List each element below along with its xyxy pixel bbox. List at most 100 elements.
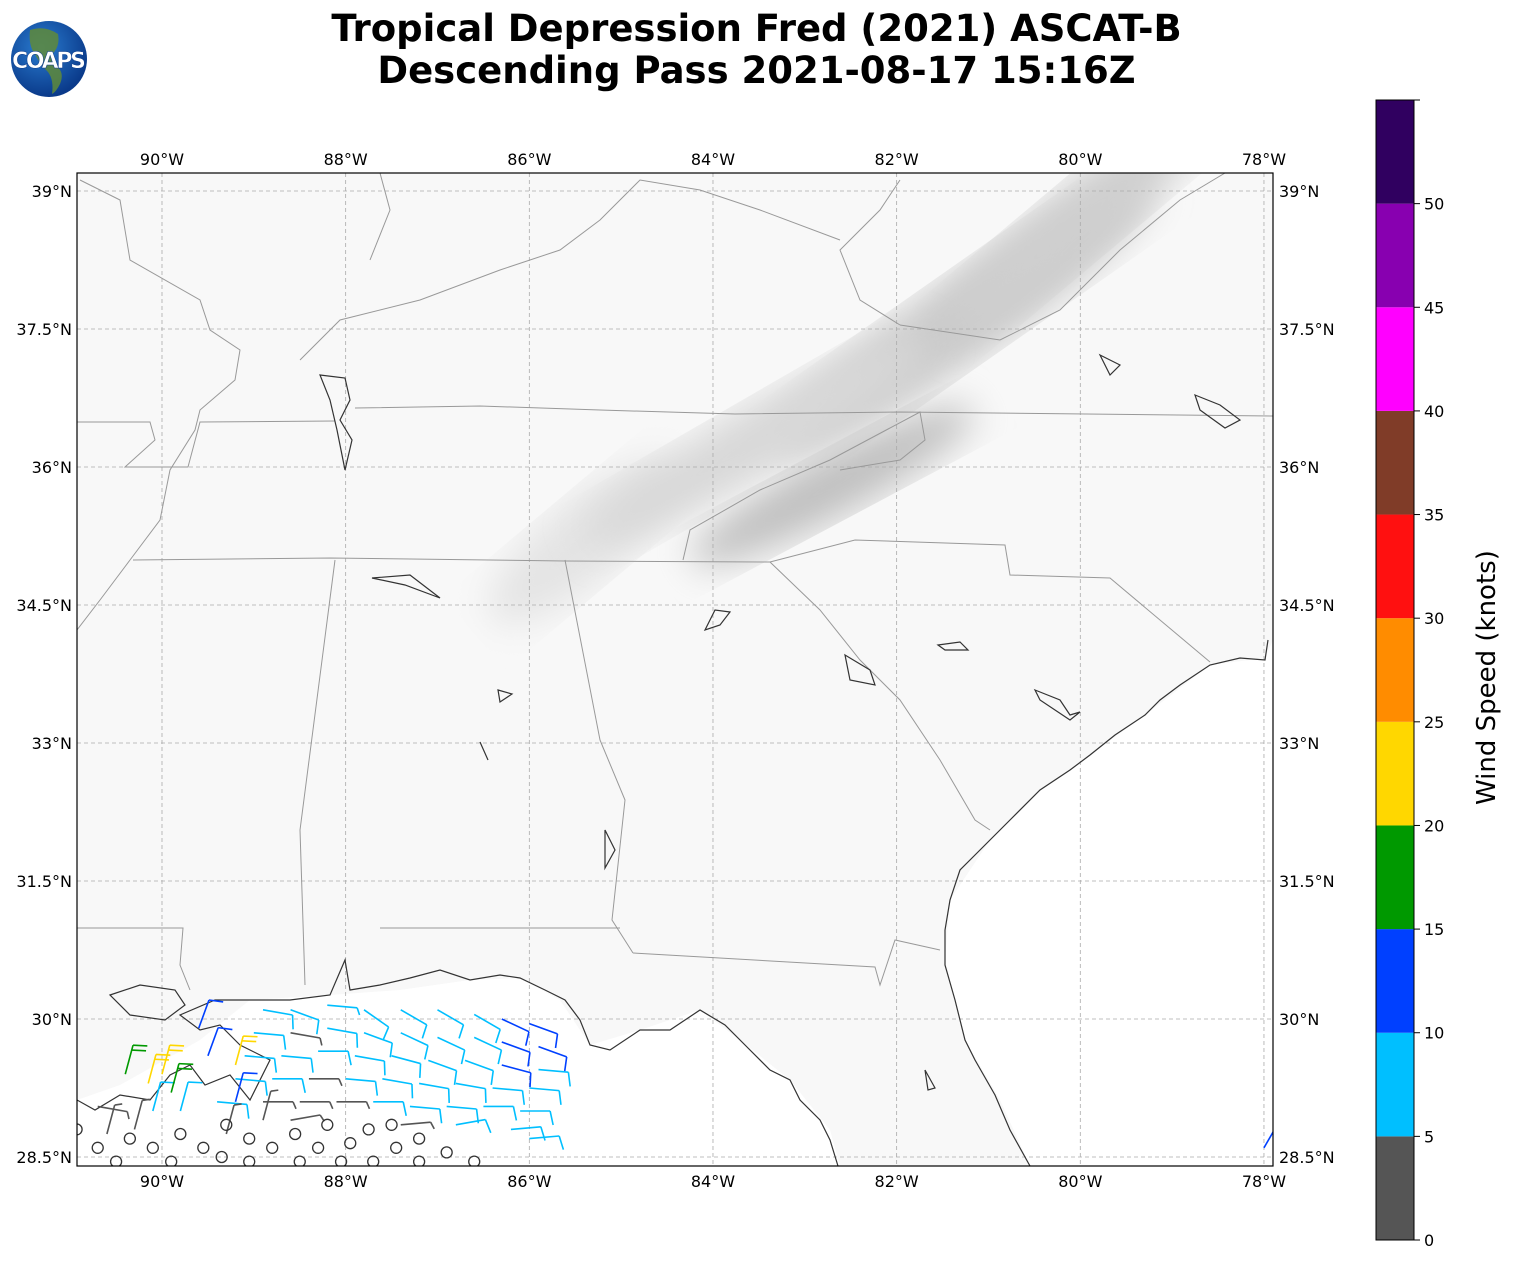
state-border-line <box>769 539 1211 663</box>
wind-barb <box>391 1055 422 1078</box>
wind-barb <box>152 1081 175 1112</box>
wind-barb <box>409 1105 443 1124</box>
state-border-line <box>564 559 634 954</box>
mountain-shading <box>690 405 975 566</box>
wind-barb <box>529 1087 562 1105</box>
calm-wind-circle <box>385 1118 398 1131</box>
wind-barb <box>1263 1130 1273 1149</box>
lat-tick-label-right: 33°N <box>1279 734 1319 753</box>
state-border-line <box>77 420 336 468</box>
calm-wind-circle <box>390 1141 403 1154</box>
wind-barb <box>234 1035 258 1066</box>
wind-barb <box>281 1055 314 1073</box>
wind-barb <box>400 1009 428 1039</box>
lon-tick-label-top: 82°W <box>875 150 919 169</box>
state-border-line <box>632 939 941 987</box>
wind-barb <box>327 1027 359 1048</box>
lon-tick-label-top: 90°W <box>140 150 184 169</box>
colorbar-segment <box>1376 203 1414 308</box>
axis-tick-labels: 90°W 90°W 88°W 88°W 86°W 86°W 84°W 84°W 82°W 82°W… <box>16 150 1334 1191</box>
wind-barb <box>538 1068 571 1087</box>
wind-barb <box>520 1110 554 1126</box>
colorbar-tick-label: 15 <box>1424 920 1444 939</box>
coastline-path <box>371 574 441 599</box>
wind-barb <box>400 1121 435 1130</box>
atlantic-ocean <box>945 640 1273 1166</box>
colorbar-segment <box>1376 721 1414 826</box>
colorbar-segment <box>1376 307 1414 411</box>
colorbar-segment <box>1376 825 1414 930</box>
calm-wind-circle <box>146 1141 159 1154</box>
coastline <box>77 353 1269 1166</box>
gridlines <box>77 173 1273 1166</box>
colorbar-tick-label: 5 <box>1424 1127 1434 1146</box>
calm-wind-circle <box>77 1123 83 1136</box>
coastline-path <box>1033 688 1081 721</box>
wind-barb <box>225 1103 242 1135</box>
wind-barb <box>336 1101 371 1110</box>
lon-tick-label-bottom: 90°W <box>140 1172 184 1191</box>
mountain-shading <box>938 173 1204 341</box>
map-title: Tropical Depression Fred (2021) ASCAT-B … <box>0 8 1513 92</box>
wind-barb <box>308 1078 343 1087</box>
colorbar-segment <box>1376 1032 1414 1137</box>
colorbar-tick-label: 35 <box>1424 506 1444 525</box>
wind-barb <box>262 1009 294 1030</box>
lon-tick-label-bottom: 86°W <box>507 1172 551 1191</box>
colorbar-segment <box>1376 929 1414 1033</box>
wind-barb <box>253 1032 287 1050</box>
colorbar-segment <box>1376 1136 1414 1240</box>
wind-barb <box>179 1081 203 1112</box>
colorbar-tick-label: 0 <box>1424 1231 1434 1250</box>
lat-tick-label-left: 33°N <box>32 734 72 753</box>
calm-wind-circle <box>197 1141 210 1154</box>
colorbar-tick-label: 40 <box>1424 402 1444 421</box>
lon-tick-label-bottom: 82°W <box>875 1172 919 1191</box>
lat-tick-label-left: 31.5°N <box>16 872 72 891</box>
coastline-path <box>844 653 876 686</box>
wind-barb <box>510 1125 546 1141</box>
colorbar: 0 5 10 15 20 25 30 35 40 45 50 <box>1375 99 1444 1250</box>
calm-wind-circle <box>243 1132 256 1145</box>
calm-wind-circle <box>91 1141 104 1154</box>
state-border-line <box>899 173 1226 341</box>
colorbar-tick-label: 10 <box>1424 1024 1444 1043</box>
wind-barb <box>262 1089 279 1121</box>
wind-barb <box>345 1078 379 1096</box>
lat-tick-label-right: 39°N <box>1279 182 1319 201</box>
colorbar-label: Wind Speed (knots) <box>1472 550 1502 805</box>
lon-tick-label-bottom: 88°W <box>324 1172 368 1191</box>
lon-tick-label-top: 84°W <box>691 150 735 169</box>
lon-tick-label-top: 78°W <box>1242 150 1286 169</box>
colorbar-tick-label: 45 <box>1424 298 1444 317</box>
colorbar-tick-label: 20 <box>1424 816 1444 835</box>
title-line-1: Tropical Depression Fred (2021) ASCAT-B <box>331 7 1182 50</box>
lat-tick-label-left: 39°N <box>32 182 72 201</box>
state-border-line <box>354 405 1273 417</box>
calm-wind-circle <box>174 1127 187 1141</box>
wind-barb <box>290 1009 320 1035</box>
calm-wind-circle <box>367 1155 380 1166</box>
colorbar-segment <box>1376 100 1414 204</box>
calm-wind-circle <box>344 1137 357 1150</box>
wind-barb <box>455 1118 492 1134</box>
lat-tick-label-left: 37.5°N <box>16 320 72 339</box>
wind-barb <box>373 1101 407 1116</box>
svg-text:COAPS: COAPS <box>12 49 86 74</box>
colorbar-segment <box>1376 410 1414 515</box>
coastline-path <box>77 957 839 1166</box>
wind-barb <box>501 1018 530 1046</box>
wind-barb <box>473 1036 503 1065</box>
ocean-area <box>77 640 1273 1166</box>
wind-barb <box>235 1078 268 1096</box>
wind-barb <box>464 1059 495 1085</box>
calm-wind-circle <box>289 1127 302 1141</box>
wind-barb <box>455 1082 487 1103</box>
calm-wind-circle <box>123 1132 137 1145</box>
gulf-of-mexico <box>77 978 840 1166</box>
wind-barb <box>483 1105 518 1121</box>
calm-wind-circle <box>109 1155 123 1166</box>
wind-barb <box>234 1072 258 1103</box>
coastline-path <box>497 689 514 704</box>
